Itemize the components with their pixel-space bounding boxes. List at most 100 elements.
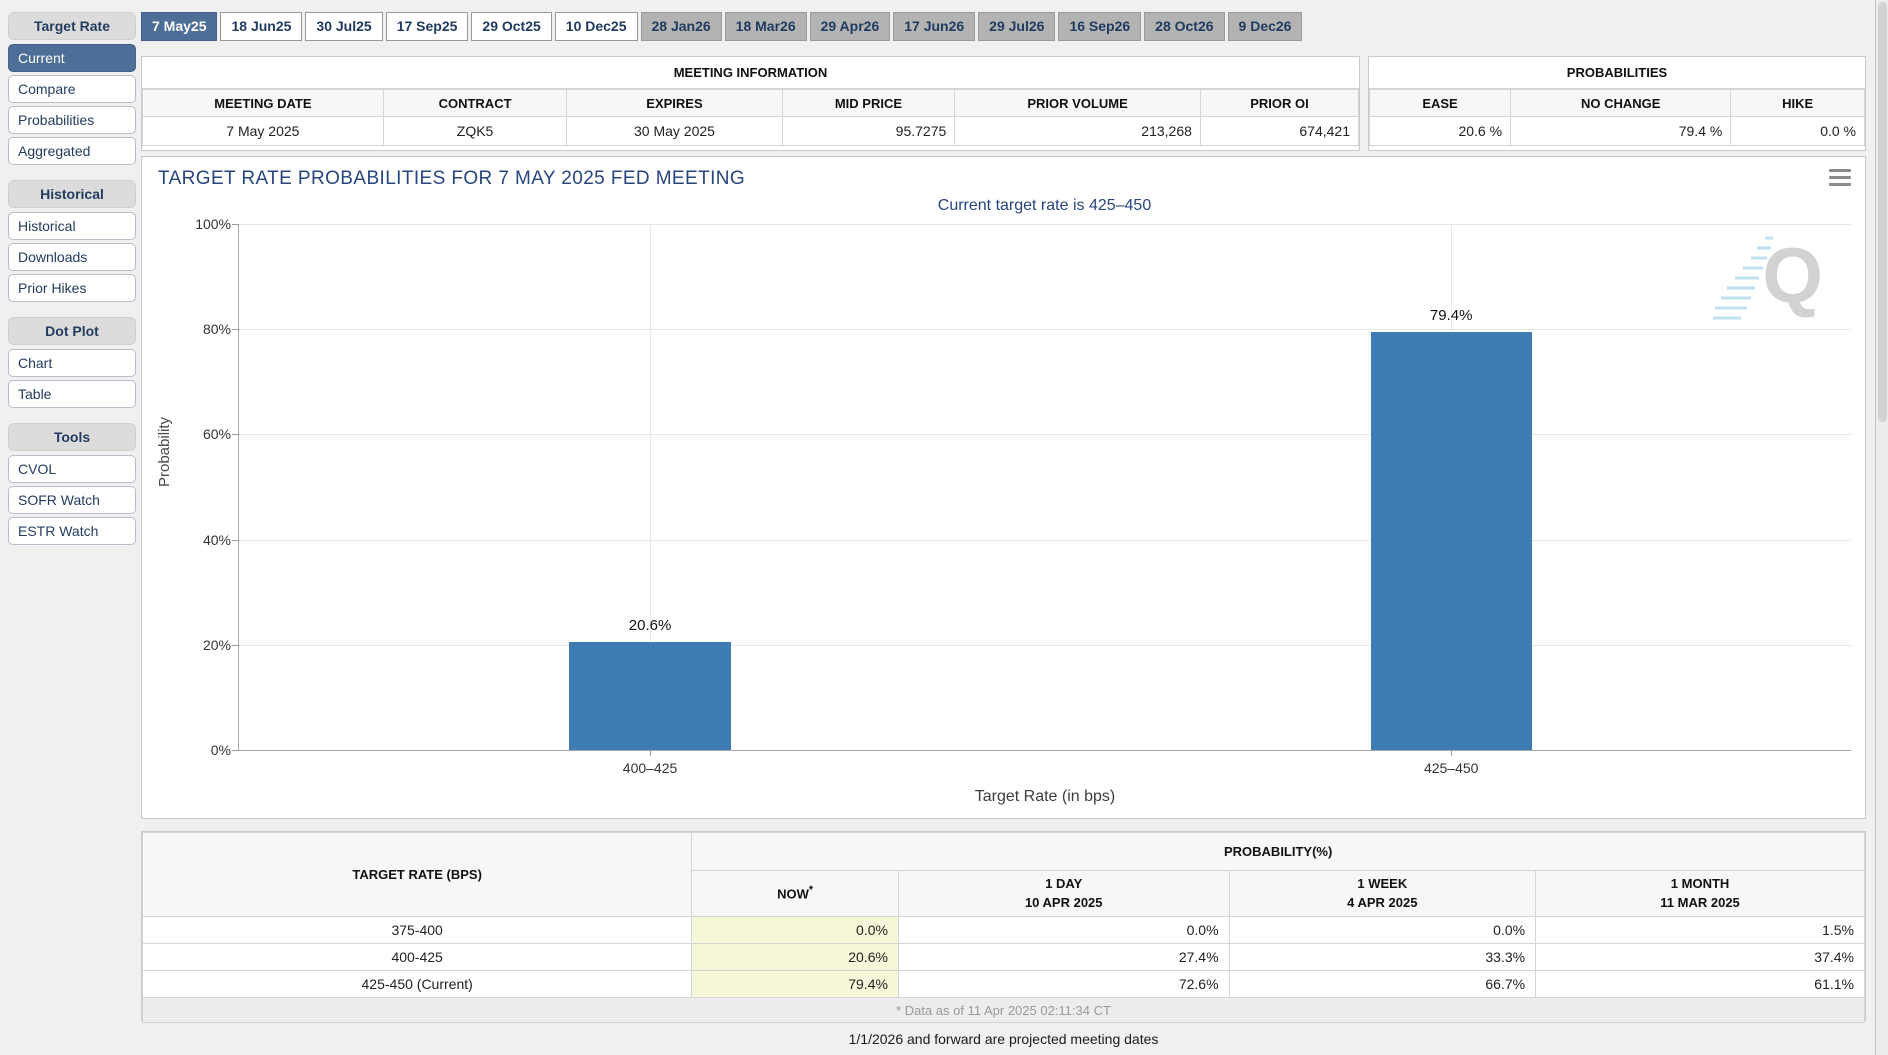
sidebar-item-prior-hikes[interactable]: Prior Hikes [8,274,136,302]
col-header-1-month: 1 MONTH 11 MAR 2025 [1535,870,1865,917]
meeting-tab[interactable]: 18 Mar26 [724,12,807,41]
col-header-expires: EXPIRES [566,89,783,117]
prior-oi-value: 674,421 [1199,116,1360,146]
y-tick: 0% [210,742,231,758]
now-cell: 0.0% [691,916,899,944]
meeting-tab[interactable]: 18 Jun25 [220,12,303,41]
bar-425-450[interactable] [1370,332,1532,750]
week-cell: 66.7% [1228,970,1537,998]
sidebar-item-cvol[interactable]: CVOL [8,455,136,483]
col-header-prior-volume: PRIOR VOLUME [954,89,1201,117]
sidebar-header-dot-plot: Dot Plot [8,317,136,345]
rate-cell: 425-450 (Current) [141,970,693,998]
month-cell: 37.4% [1535,943,1865,971]
sidebar-item-compare[interactable]: Compare [8,75,136,103]
probability-history-table: TARGET RATE (BPS) PROBABILITY(%) NOW* 1 … [141,831,1866,1023]
meeting-tab[interactable]: 28 Jan26 [640,12,722,41]
sidebar-item-downloads[interactable]: Downloads [8,243,136,271]
x-axis-title: Target Rate (in bps) [974,788,1116,805]
meeting-tab[interactable]: 28 Oct26 [1144,12,1225,41]
chart-plot-area: 100% 80% 60% 40% 20% 0% 20.6% 79.4% 400–… [195,216,1851,805]
x-tick: 400–425 [622,760,678,776]
data-as-of-footnote: * Data as of 11 Apr 2025 02:11:34 CT [142,997,1865,1023]
sidebar: Target Rate Current Compare Probabilitie… [8,12,136,548]
meeting-tab[interactable]: 29 Oct25 [471,12,552,41]
week-cell: 0.0% [1228,916,1537,944]
expires-value: 30 May 2025 [566,116,783,146]
meeting-tab[interactable]: 16 Sep26 [1058,12,1142,41]
bar-400-425[interactable] [569,641,731,750]
col-header-ease: EASE [1368,89,1512,117]
mid-price-value: 95.7275 [781,116,956,146]
meeting-tabs: 7 May25 18 Jun25 30 Jul25 17 Sep25 29 Oc… [141,12,1303,41]
sidebar-item-historical[interactable]: Historical [8,212,136,240]
no-change-value: 79.4 % [1510,116,1732,146]
bar-value-label: 79.4% [1429,307,1473,325]
group-header-probability: PROBABILITY(%) [691,832,1865,871]
meeting-tab[interactable]: 29 Apr26 [809,12,891,41]
now-cell: 79.4% [691,970,899,998]
table-row: 425-450 (Current) 79.4% 72.6% 66.7% 61.1… [141,970,1865,998]
col-header-contract: CONTRACT [382,89,568,117]
contract-value: ZQK5 [382,116,568,146]
y-tick: 40% [202,531,231,548]
day-cell: 27.4% [897,943,1230,971]
meeting-tab[interactable]: 29 Jul26 [978,12,1056,41]
meeting-tab[interactable]: 17 Jun26 [893,12,976,41]
col-header-target-rate-bps: TARGET RATE (BPS) [141,832,693,917]
meeting-date-value: 7 May 2025 [142,116,384,146]
sidebar-item-estr-watch[interactable]: ESTR Watch [8,517,136,545]
col-header-meeting-date: MEETING DATE [142,89,384,117]
day-cell: 72.6% [897,970,1230,998]
meeting-tab[interactable]: 10 Dec25 [554,12,638,41]
y-tick: 20% [202,636,231,653]
scrollbar-thumb[interactable] [1878,2,1887,422]
col-header-mid-price: MID PRICE [781,89,956,117]
week-cell: 33.3% [1228,943,1537,971]
ease-value: 20.6 % [1368,116,1512,146]
target-rate-chart-panel: TARGET RATE PROBABILITIES FOR 7 MAY 2025… [141,156,1866,819]
sidebar-header-target-rate: Target Rate [8,12,136,40]
table-row: 375-400 0.0% 0.0% 0.0% 1.5% [141,916,1865,944]
chart-menu-icon[interactable] [1829,169,1851,186]
hike-value: 0.0 % [1730,116,1865,146]
col-header-prior-oi: PRIOR OI [1199,89,1360,117]
meeting-tab[interactable]: 30 Jul25 [305,12,383,41]
y-axis-title: Probability [156,416,173,487]
meeting-tab[interactable]: 7 May25 [141,12,218,41]
prior-volume-value: 213,268 [954,116,1201,146]
probabilities-panel: PROBABILITIES EASE NO CHANGE HIKE 20.6 %… [1368,56,1866,151]
probabilities-title: PROBABILITIES [1369,57,1865,89]
scrollbar[interactable] [1875,0,1888,1055]
chart-subtitle: Current target rate is 425–450 [937,197,1152,214]
sidebar-item-chart[interactable]: Chart [8,349,136,377]
meeting-information-panel: MEETING INFORMATION MEETING DATE CONTRAC… [141,56,1360,151]
sidebar-item-probabilities[interactable]: Probabilities [8,106,136,134]
col-header-now: NOW* [691,870,899,917]
meeting-tab[interactable]: 17 Sep25 [385,12,469,41]
projected-dates-note: 1/1/2026 and forward are projected meeti… [848,1031,1159,1047]
col-header-1-week: 1 WEEK 4 APR 2025 [1228,870,1537,917]
sidebar-item-sofr-watch[interactable]: SOFR Watch [8,486,136,514]
x-tick: 425–450 [1423,760,1479,776]
sidebar-item-aggregated[interactable]: Aggregated [8,137,136,165]
col-header-hike: HIKE [1730,89,1865,117]
sidebar-header-tools: Tools [8,423,136,451]
rate-cell: 400-425 [141,943,693,971]
bar-value-label: 20.6% [628,616,672,634]
now-cell: 20.6% [691,943,899,971]
quikstrike-watermark-icon: Q [1713,231,1823,320]
y-tick: 80% [202,321,231,338]
y-tick: 60% [202,426,231,443]
meeting-information-title: MEETING INFORMATION [142,57,1359,89]
sidebar-item-current[interactable]: Current [8,44,136,72]
meeting-tab[interactable]: 9 Dec26 [1227,12,1303,41]
y-tick: 100% [195,216,231,232]
col-header-no-change: NO CHANGE [1510,89,1732,117]
month-cell: 1.5% [1535,916,1865,944]
chart-title: TARGET RATE PROBABILITIES FOR 7 MAY 2025… [158,168,746,189]
col-header-1-day: 1 DAY 10 APR 2025 [897,870,1230,917]
rate-cell: 375-400 [141,916,693,944]
sidebar-item-table[interactable]: Table [8,380,136,408]
